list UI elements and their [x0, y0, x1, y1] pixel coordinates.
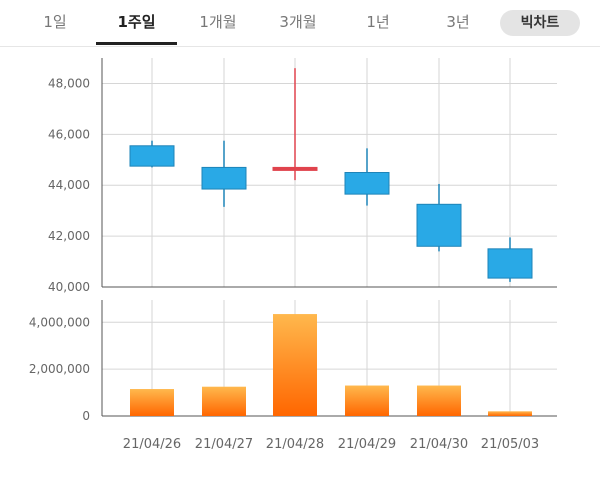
candle-body — [344, 172, 390, 195]
price-tick-label: 46,000 — [48, 127, 90, 141]
volume-bar — [273, 314, 317, 416]
price-tick-label: 48,000 — [48, 76, 90, 90]
tab-1-year[interactable]: 1년 — [366, 13, 390, 31]
x-tick-label: 21/04/28 — [266, 437, 324, 452]
x-tick-label: 21/04/27 — [195, 437, 253, 452]
stock-chart: 40,000 42,000 44,000 46,000 48,000 0 2,000,00… — [29, 58, 557, 452]
tab-1-month[interactable]: 1개월 — [199, 13, 237, 31]
volume-axis: 0 2,000,000 4,000,000 — [29, 300, 557, 423]
price-tick-label: 44,000 — [48, 178, 90, 192]
volume-tick-label: 2,000,000 — [29, 362, 90, 376]
tab-3-years[interactable]: 3년 — [446, 13, 470, 31]
volume-tick-label: 4,000,000 — [29, 315, 90, 329]
x-tick-label: 21/04/30 — [410, 437, 468, 452]
x-tick-label: 21/04/29 — [338, 437, 396, 452]
candle-body — [416, 203, 462, 247]
candle-body — [272, 166, 318, 171]
price-axis: 40,000 42,000 44,000 46,000 48,000 — [48, 58, 557, 294]
price-tick-label: 40,000 — [48, 280, 90, 294]
tab-3-months[interactable]: 3개월 — [279, 13, 317, 31]
candle-body — [487, 248, 533, 279]
x-tick-label: 21/05/03 — [481, 437, 539, 452]
volume-tick-label: 0 — [82, 409, 90, 423]
big-chart-button[interactable]: 빅차트 — [500, 10, 580, 36]
volume-bars — [130, 314, 532, 416]
tab-1-day[interactable]: 1일 — [43, 13, 67, 31]
candle-body — [129, 145, 175, 167]
candle-body — [201, 166, 247, 190]
tab-1-week[interactable]: 1주일 — [96, 0, 177, 45]
x-axis-labels: 21/04/26 21/04/27 21/04/28 21/04/29 21/04/30… — [123, 437, 539, 452]
volume-bar — [417, 385, 461, 416]
x-tick-label: 21/04/26 — [123, 437, 181, 452]
volume-bar — [345, 385, 389, 416]
volume-bar — [202, 386, 246, 416]
volume-bar — [130, 389, 174, 416]
price-tick-label: 42,000 — [48, 229, 90, 243]
candlesticks — [129, 68, 533, 282]
period-tab-bar: 1일 1주일 1개월 3개월 1년 3년 빅차트 — [0, 0, 600, 47]
volume-bar — [488, 411, 532, 416]
